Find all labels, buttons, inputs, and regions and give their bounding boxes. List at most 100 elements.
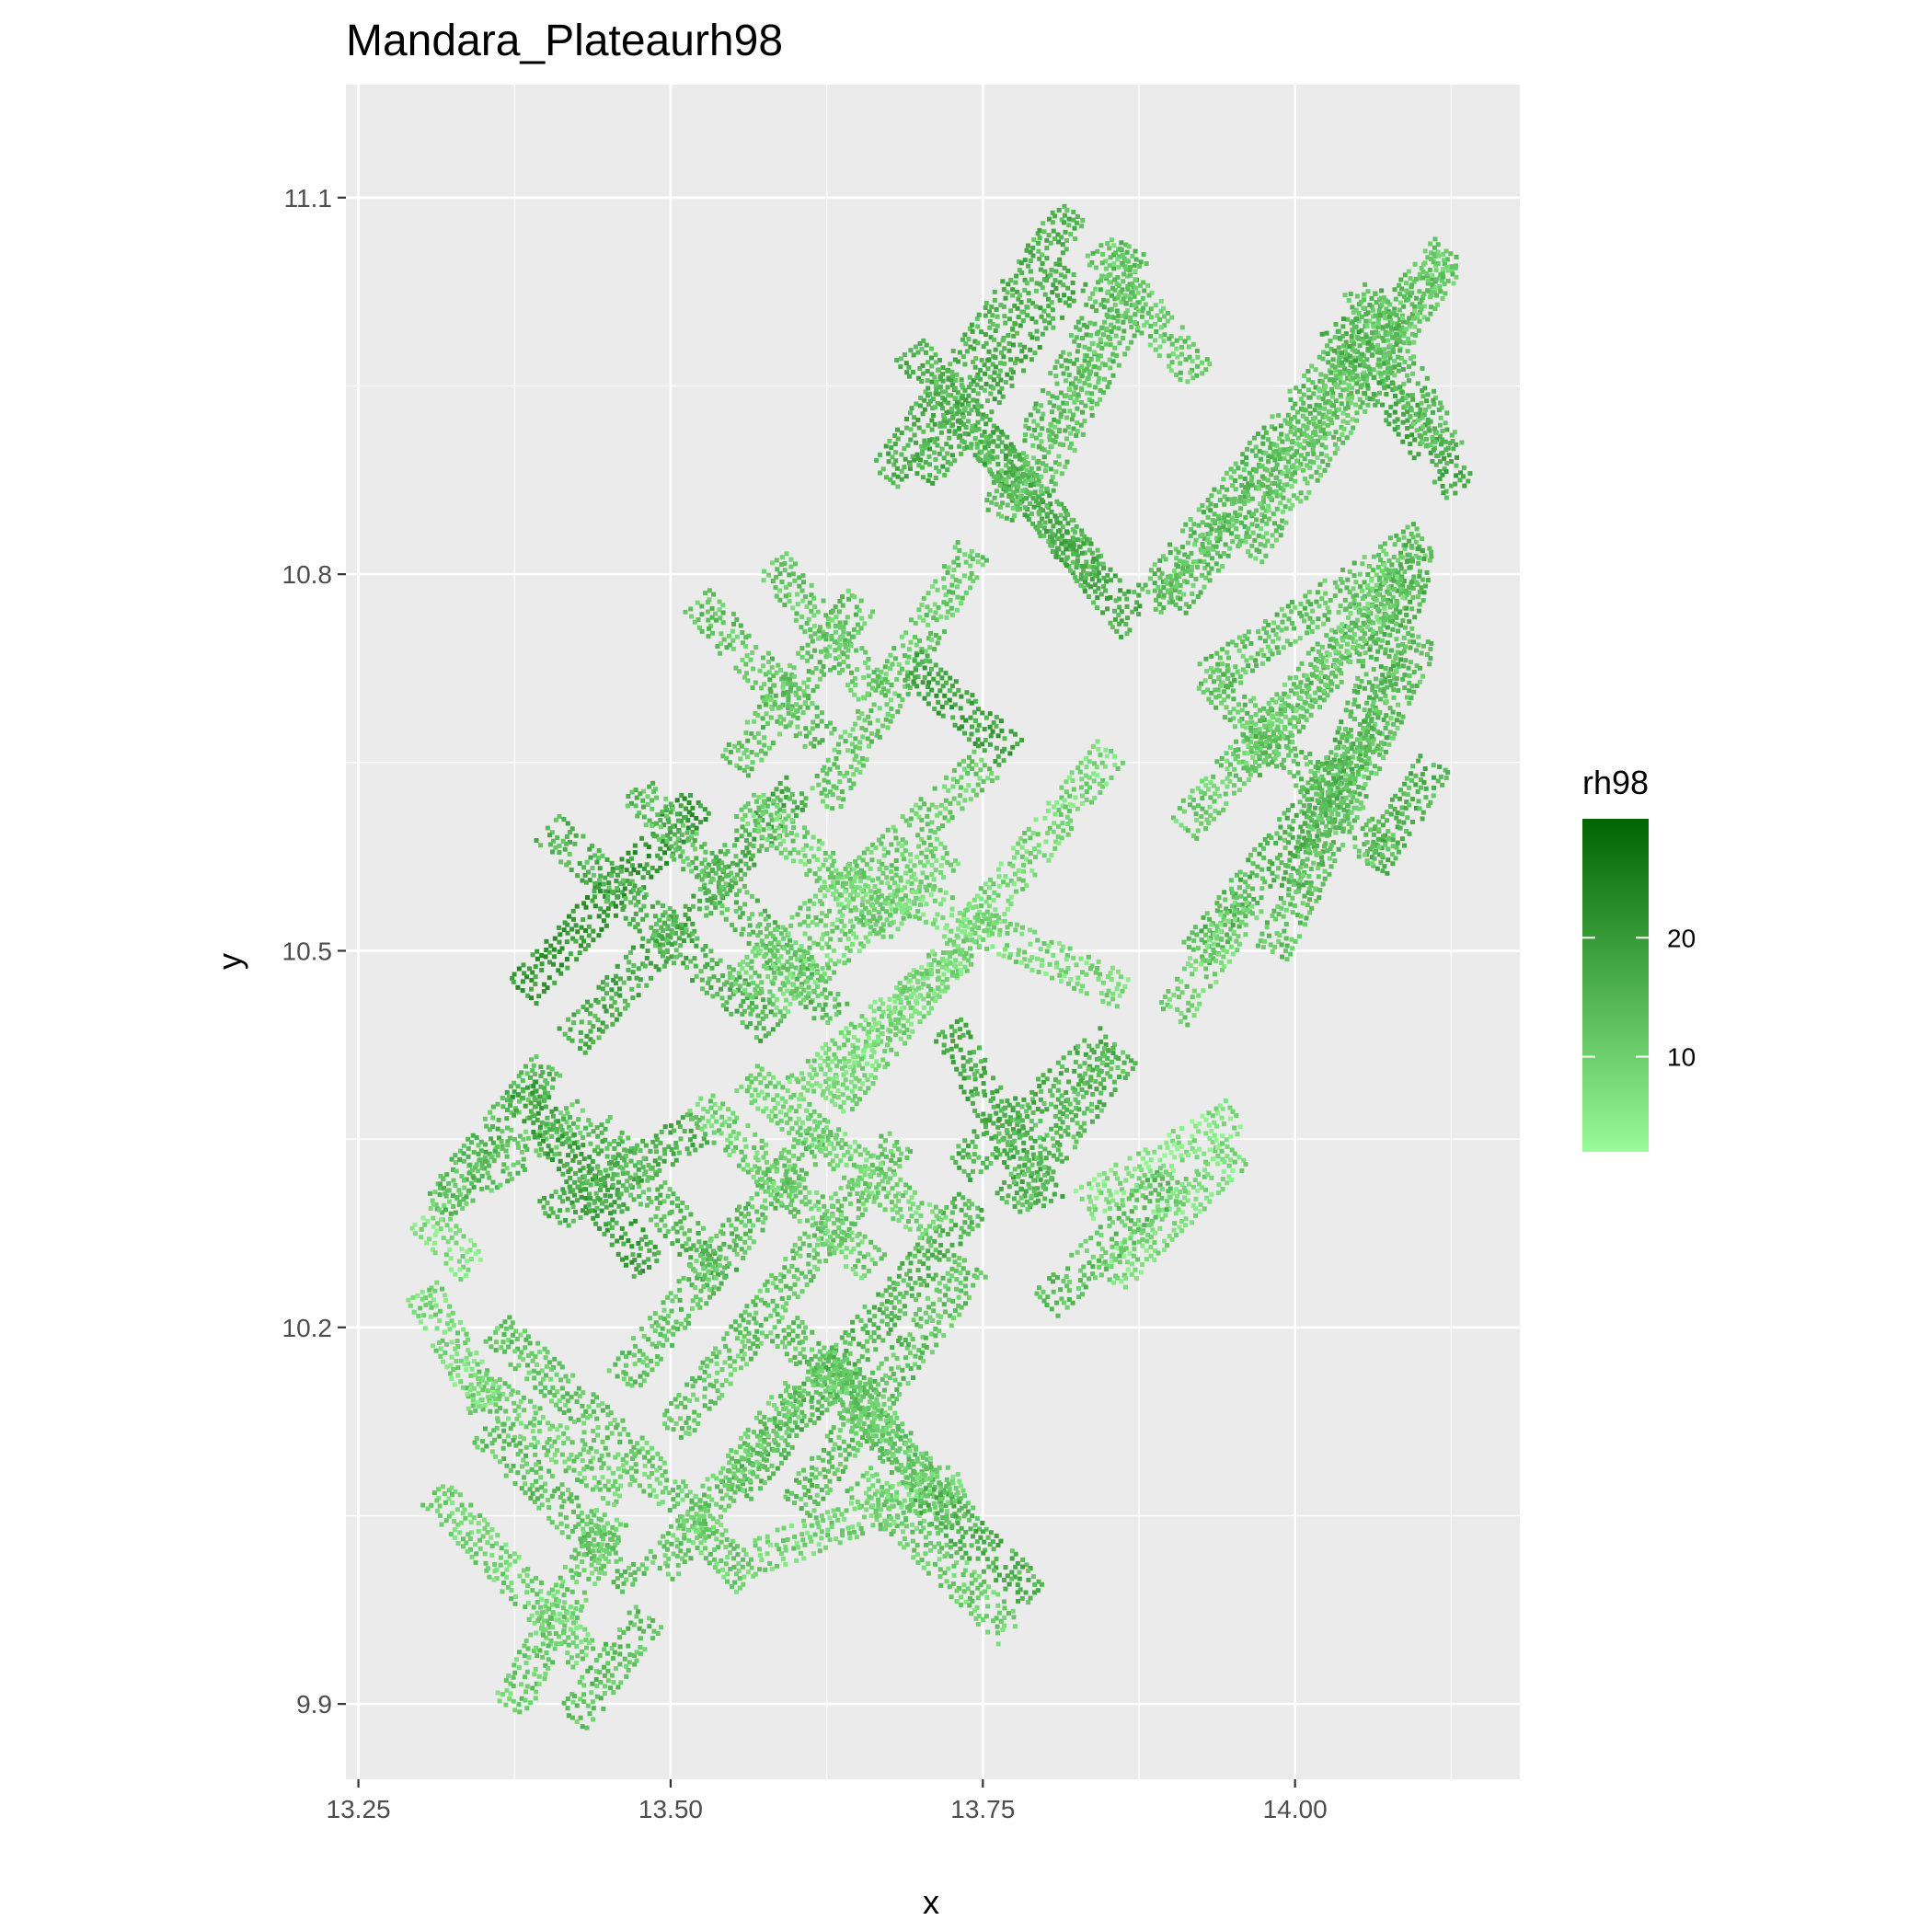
track-pixel bbox=[1340, 353, 1346, 359]
track-pixel bbox=[660, 810, 665, 814]
track-pixel bbox=[1367, 303, 1373, 307]
track-pixel bbox=[895, 427, 900, 432]
track-pixel bbox=[1384, 551, 1389, 557]
track-pixel bbox=[805, 705, 811, 710]
track-pixel bbox=[1332, 364, 1338, 370]
track-pixel bbox=[609, 995, 615, 1001]
track-pixel bbox=[895, 484, 901, 489]
track-pixel bbox=[655, 853, 661, 858]
track-pixel bbox=[1386, 857, 1391, 863]
track-pixel bbox=[635, 813, 640, 819]
track-pixel bbox=[1227, 523, 1233, 529]
track-pixel bbox=[776, 662, 781, 668]
track-pixel bbox=[1087, 346, 1092, 351]
track-pixel bbox=[1301, 714, 1306, 719]
track-pixel bbox=[1259, 526, 1264, 532]
track-pixel bbox=[841, 651, 846, 657]
track-pixel bbox=[1336, 610, 1341, 615]
track-pixel bbox=[904, 370, 910, 375]
track-pixel bbox=[1062, 408, 1067, 414]
track-pixel bbox=[1422, 422, 1428, 428]
track-pixel bbox=[1289, 609, 1294, 615]
track-pixel bbox=[1388, 317, 1394, 323]
track-pixel bbox=[1308, 602, 1314, 607]
track-pixel bbox=[905, 691, 911, 696]
track-pixel bbox=[1005, 372, 1010, 377]
track-pixel bbox=[1305, 441, 1311, 446]
track-pixel bbox=[1099, 346, 1105, 351]
track-pixel bbox=[960, 438, 965, 443]
track-pixel bbox=[624, 954, 629, 960]
track-pixel bbox=[863, 650, 868, 655]
track-pixel bbox=[1311, 452, 1317, 457]
track-pixel bbox=[1020, 472, 1026, 477]
track-pixel bbox=[661, 834, 666, 839]
track-pixel bbox=[1208, 508, 1213, 513]
track-pixel bbox=[1387, 330, 1393, 336]
track-pixel bbox=[798, 1000, 803, 1006]
track-pixel bbox=[1056, 528, 1062, 534]
track-pixel bbox=[1190, 599, 1196, 604]
track-pixel bbox=[1168, 594, 1174, 600]
track-pixel bbox=[759, 685, 765, 691]
track-pixel bbox=[1198, 590, 1203, 595]
track-pixel bbox=[945, 451, 950, 456]
track-pixel bbox=[1349, 391, 1354, 396]
track-pixel bbox=[1061, 550, 1066, 556]
track-pixel bbox=[972, 404, 978, 409]
track-pixel bbox=[1167, 353, 1172, 359]
track-pixel bbox=[1194, 373, 1200, 378]
track-pixel bbox=[1202, 566, 1208, 570]
track-pixel bbox=[923, 658, 928, 663]
track-pixel bbox=[1057, 257, 1063, 262]
track-pixel bbox=[665, 926, 671, 931]
track-pixel bbox=[568, 951, 573, 957]
track-pixel bbox=[779, 788, 785, 794]
track-pixel bbox=[969, 571, 974, 576]
track-pixel bbox=[1089, 304, 1095, 309]
track-pixel bbox=[983, 313, 988, 318]
track-pixel bbox=[746, 941, 752, 946]
track-pixel bbox=[941, 419, 947, 424]
track-pixel bbox=[1077, 327, 1083, 332]
track-pixel bbox=[644, 913, 650, 918]
track-pixel bbox=[1173, 546, 1179, 552]
track-pixel bbox=[920, 362, 926, 368]
track-pixel bbox=[1115, 257, 1121, 262]
track-pixel bbox=[1078, 572, 1084, 577]
track-pixel bbox=[1269, 472, 1274, 477]
track-pixel bbox=[1387, 618, 1393, 624]
track-pixel bbox=[1071, 210, 1076, 214]
track-pixel bbox=[1073, 236, 1078, 242]
track-pixel bbox=[1063, 229, 1068, 235]
track-pixel bbox=[737, 914, 742, 920]
track-pixel bbox=[1320, 356, 1326, 362]
track-pixel bbox=[843, 730, 847, 735]
track-pixel bbox=[1420, 388, 1425, 394]
track-pixel bbox=[795, 592, 799, 597]
track-pixel bbox=[1132, 302, 1137, 307]
track-pixel bbox=[1330, 391, 1336, 397]
track-pixel bbox=[923, 460, 928, 466]
track-pixel bbox=[671, 823, 676, 829]
track-pixel bbox=[578, 1029, 583, 1035]
track-pixel bbox=[840, 667, 845, 673]
track-pixel bbox=[979, 385, 984, 390]
track-pixel bbox=[1082, 534, 1087, 539]
track-pixel bbox=[1253, 444, 1259, 450]
track-pixel bbox=[823, 637, 829, 642]
track-pixel bbox=[575, 873, 581, 879]
track-pixel bbox=[1147, 576, 1153, 581]
track-pixel bbox=[1076, 343, 1082, 348]
track-pixel bbox=[750, 1007, 755, 1013]
track-pixel bbox=[1386, 558, 1392, 563]
track-pixel bbox=[1383, 839, 1388, 845]
track-pixel bbox=[1154, 329, 1159, 334]
track-pixel bbox=[941, 423, 947, 429]
track-pixel bbox=[1282, 876, 1286, 881]
track-pixel bbox=[1366, 680, 1372, 685]
track-pixel bbox=[1047, 320, 1052, 326]
track-pixel bbox=[1410, 535, 1416, 540]
track-pixel bbox=[789, 673, 795, 677]
track-pixel bbox=[1409, 282, 1415, 288]
